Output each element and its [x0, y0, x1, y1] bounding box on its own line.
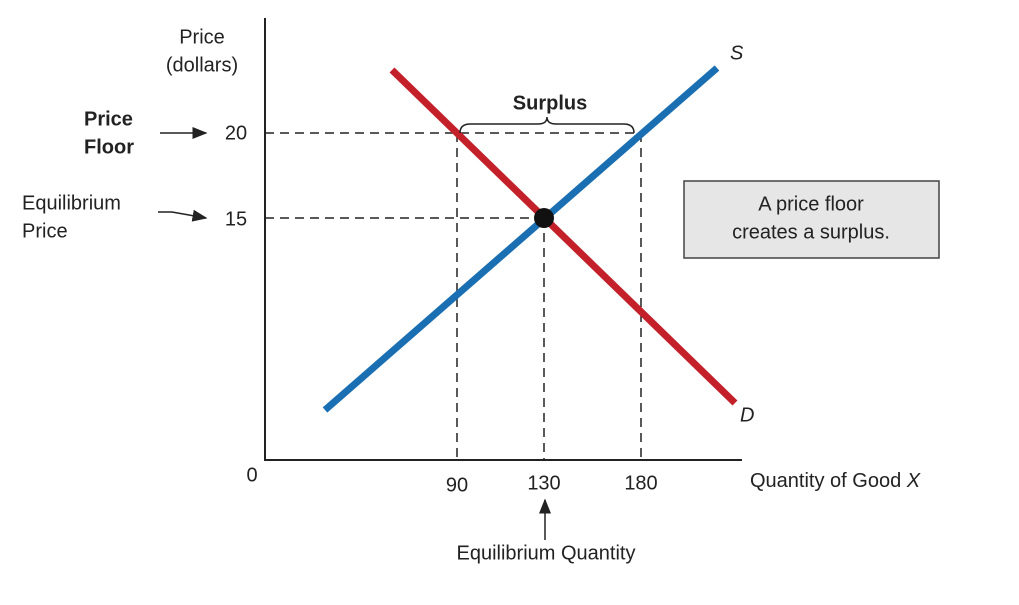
x-axis-label-var: X	[906, 470, 921, 492]
surplus-brace	[459, 116, 635, 134]
demand-label: D	[740, 404, 754, 426]
price-floor-label: Floor	[84, 136, 134, 158]
y-tick-label: 20	[225, 122, 247, 144]
origin-label: 0	[246, 464, 257, 486]
note-box	[683, 180, 940, 259]
surplus-label: Surplus	[513, 92, 587, 114]
x-tick-label: 130	[527, 472, 560, 494]
note-text: A price floor	[758, 193, 864, 215]
note-text: creates a surplus.	[732, 221, 890, 243]
y-tick-label: 15	[225, 208, 247, 230]
price-floor-label: Price	[84, 108, 133, 130]
supply-curve	[322, 65, 720, 413]
y-axis-label: Price	[179, 26, 225, 48]
equilibrium-price-label: Equilibrium	[22, 192, 121, 214]
x-tick-label: 180	[624, 472, 657, 494]
equilibrium-quantity-label: Equilibrium Quantity	[457, 542, 636, 564]
demand-curve	[389, 67, 738, 406]
x-axis-label-text: Quantity of Good	[750, 470, 901, 492]
x-axis-label: Quantity of Good X	[750, 470, 921, 492]
equilibrium-point	[534, 208, 554, 228]
equilibrium-price-label: Price	[22, 220, 68, 242]
x-tick-label: 90	[446, 474, 468, 496]
equilibrium-price-arrow	[158, 209, 208, 222]
y-axis-label: (dollars)	[166, 54, 238, 76]
supply-label: S	[730, 42, 744, 64]
